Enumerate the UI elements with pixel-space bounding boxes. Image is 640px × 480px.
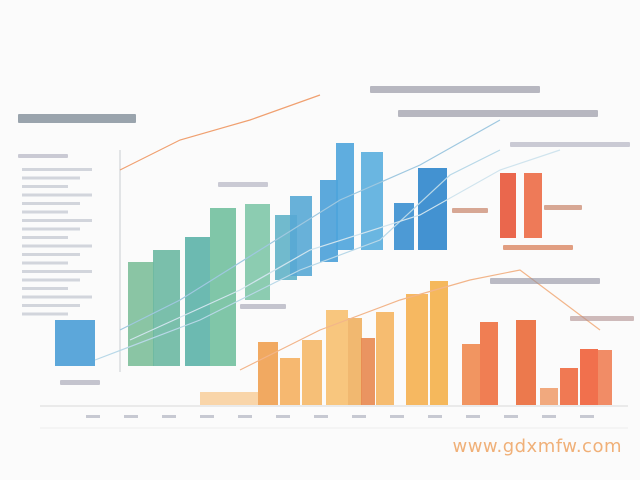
decor-bar [320,180,338,262]
placeholder-text [218,182,268,187]
placeholder-text [510,142,630,147]
placeholder-text [570,316,634,321]
placeholder-text [580,415,594,418]
decor-bar [516,320,536,405]
placeholder-text [276,415,290,418]
placeholder-text [22,219,92,222]
decor-bar [128,262,154,366]
placeholder-text [22,202,80,205]
placeholder-text [240,304,286,309]
placeholder-text [22,176,80,180]
decor-bar [394,203,414,250]
decor-bar [302,340,322,405]
decor-bar [185,237,210,366]
decor-bar [418,168,447,250]
placeholder-text [238,415,252,418]
placeholder-text [490,278,600,284]
decor-bar [430,281,448,405]
placeholder-text [60,380,100,385]
placeholder-text [22,227,80,231]
placeholder-text [504,415,518,418]
decor-bar [500,173,516,238]
decor-bar [361,152,383,250]
placeholder-text [22,295,92,299]
placeholder-text [466,415,480,418]
decor-bar [480,322,498,405]
decor-bar [290,196,312,276]
decor-bar [406,294,428,405]
decor-bar [336,143,354,250]
decor-bar [361,338,375,405]
decor-bar [376,312,394,405]
decor-line [129,149,561,341]
placeholder-text [18,154,68,158]
placeholder-text [18,114,136,123]
placeholder-text [200,415,214,418]
decor-bar [210,208,236,366]
decor-bar [462,344,480,405]
placeholder-text [22,287,68,290]
placeholder-text [22,168,92,171]
decor-bar [540,388,558,405]
decor-bar [580,349,598,405]
placeholder-text [398,110,598,117]
placeholder-text [544,205,582,210]
decor-bar [55,320,95,366]
decor-bar [598,350,612,405]
placeholder-text [22,193,92,197]
placeholder-text [22,270,92,273]
placeholder-text [124,415,138,418]
bar-group [55,143,612,405]
decor-line [119,119,501,331]
placeholder-text [390,415,404,418]
placeholder-text [86,415,100,418]
placeholder-text [542,415,556,418]
decor-bar [348,318,362,405]
placeholder-text [22,278,80,282]
placeholder-text [452,208,488,213]
decor-bar [258,342,278,405]
trend-lines [94,94,601,371]
placeholder-text [352,415,366,418]
decor-line [94,149,501,361]
decor-bar [200,392,258,405]
decor-line [119,94,321,171]
watermark: www.gdxmfw.com [452,436,622,457]
placeholder-text [370,86,540,93]
decor-bar [153,250,180,366]
placeholder-text [22,312,68,316]
placeholder-text [22,236,68,239]
decor-bar [280,358,300,405]
placeholder-text [22,185,68,188]
placeholder-text [428,415,442,418]
placeholder-text [162,415,176,418]
placeholder-text [22,304,80,307]
placeholder-text [22,261,68,265]
placeholder-text [314,415,328,418]
placeholder-text [22,210,68,214]
placeholder-text [22,244,92,248]
decor-line [239,269,601,371]
placeholder-text [18,86,634,418]
decor-bar [524,173,542,238]
decor-bar [560,368,578,405]
placeholder-text [503,245,573,250]
decor-bar [326,310,348,405]
placeholder-text [22,253,80,256]
